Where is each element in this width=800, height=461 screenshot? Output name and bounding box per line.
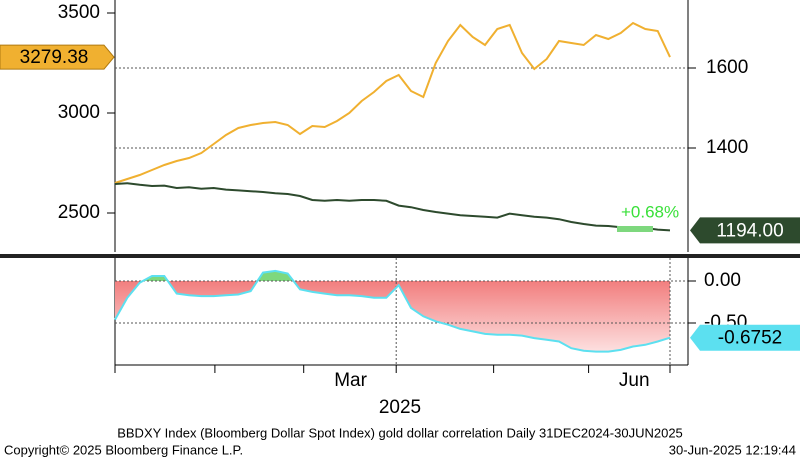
x-axis-label: 2025 (379, 397, 421, 418)
footer-copyright: Copyright© 2025 Bloomberg Finance L.P. (4, 442, 243, 457)
y-tick-label: 3000 (58, 102, 100, 123)
y-tick-label: 3500 (58, 2, 100, 23)
last-value-box (0, 44, 115, 70)
series-line (114, 269, 671, 353)
annotation-box (617, 226, 653, 232)
annotation: +0.68% (621, 202, 679, 221)
panel-separator (0, 254, 800, 258)
y-tick-label: 2500 (58, 202, 100, 223)
last-value-label: 3279.38 (20, 47, 89, 68)
area-negative (115, 281, 670, 352)
y-tick-label: 0.00 (704, 270, 741, 291)
last-value-label: 1194.00 (716, 220, 783, 241)
footer-timestamp: 30-Jun-2025 12:19:44 (669, 442, 796, 457)
footer-source: BBDXY Index (Bloomberg Dollar Spot Index… (117, 425, 683, 440)
last-value-box (690, 217, 800, 244)
x-tick-label: Jun (619, 370, 650, 391)
series-line (114, 21, 671, 184)
last-value-box (690, 324, 800, 351)
y2-tick-label: 1400 (706, 137, 748, 158)
last-value-label: -0.6752 (718, 328, 782, 349)
y2-tick-label: 1600 (706, 57, 748, 78)
series-line (114, 182, 671, 232)
x-tick-label: Mar (334, 370, 367, 391)
